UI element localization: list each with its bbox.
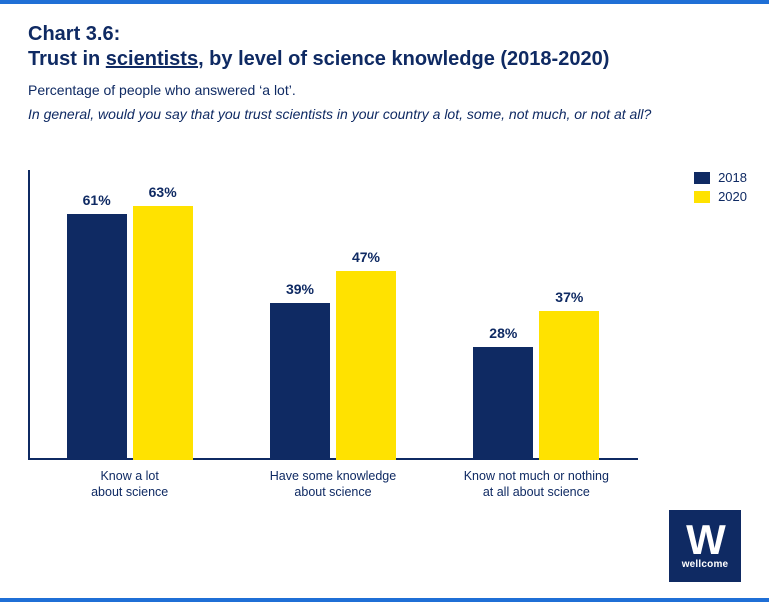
chart-number: Chart 3.6: (28, 22, 741, 47)
chart-question: In general, would you say that you trust… (28, 106, 741, 122)
bar-2018: 61% (67, 214, 127, 460)
x-axis-label: Know a lot about science (28, 468, 231, 501)
x-label-line: about science (91, 485, 168, 499)
chart-title-underlined: scientists (106, 48, 198, 70)
logo-letter: W (686, 522, 724, 558)
bar-groups: 61% 63% 39% 47% 28% 37% (28, 170, 638, 460)
bar-value-label: 63% (149, 184, 177, 200)
legend-item: 2018 (694, 170, 747, 185)
bottom-rule (0, 598, 769, 602)
bar-2018: 28% (473, 347, 533, 460)
bar-value-label: 47% (352, 249, 380, 265)
chart-title: Trust in scientists, by level of science… (28, 47, 741, 72)
legend-swatch (694, 172, 710, 184)
legend: 2018 2020 (694, 170, 747, 208)
legend-label: 2018 (718, 170, 747, 185)
bar-value-label: 39% (286, 281, 314, 297)
bar-value-label: 61% (83, 192, 111, 208)
bar-value-label: 37% (555, 289, 583, 305)
top-rule (0, 0, 769, 4)
x-label-line: at all about science (483, 485, 590, 499)
bar-group: 61% 63% (28, 170, 231, 460)
x-label-line: Have some knowledge (270, 469, 396, 483)
legend-item: 2020 (694, 189, 747, 204)
chart-subtitle: Percentage of people who answered ‘a lot… (28, 82, 741, 98)
logo-wordmark: wellcome (682, 559, 729, 570)
bar-group: 39% 47% (231, 170, 434, 460)
bar-2020: 47% (336, 271, 396, 460)
legend-label: 2020 (718, 189, 747, 204)
bar-group: 28% 37% (435, 170, 638, 460)
x-axis-labels: Know a lot about science Have some knowl… (28, 468, 638, 501)
chart-plot-area: 61% 63% 39% 47% 28% 37% (28, 170, 638, 460)
bar-2018: 39% (270, 303, 330, 460)
x-axis-label: Have some knowledge about science (231, 468, 434, 501)
legend-swatch (694, 191, 710, 203)
chart-header: Chart 3.6: Trust in scientists, by level… (28, 22, 741, 122)
bar-value-label: 28% (489, 325, 517, 341)
bar-2020: 37% (539, 311, 599, 460)
bar-2020: 63% (133, 206, 193, 460)
chart-title-suffix: , by level of science knowledge (2018-20… (198, 48, 609, 70)
x-label-line: about science (294, 485, 371, 499)
x-axis-label: Know not much or nothing at all about sc… (435, 468, 638, 501)
x-label-line: Know a lot (100, 469, 158, 483)
x-label-line: Know not much or nothing (464, 469, 609, 483)
chart-title-prefix: Trust in (28, 48, 106, 70)
wellcome-logo: W wellcome (669, 510, 741, 582)
